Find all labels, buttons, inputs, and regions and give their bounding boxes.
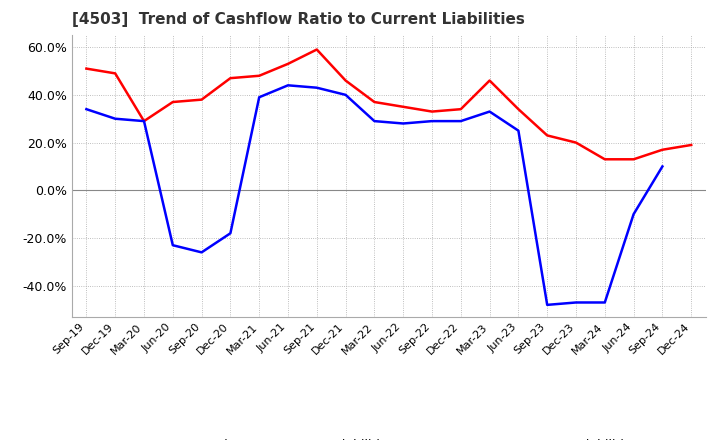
- Operating CF to Current Liabilities: [197, 97, 206, 102]
- Free CF to Current Liabilities: [82, 106, 91, 112]
- Free CF to Current Liabilities: [197, 250, 206, 255]
- Operating CF to Current Liabilities: [543, 133, 552, 138]
- Line: Free CF to Current Liabilities: Free CF to Current Liabilities: [86, 85, 662, 305]
- Legend: Operating CF to Current Liabilities, Free CF to Current Liabilities: Operating CF to Current Liabilities, Fre…: [135, 434, 643, 440]
- Free CF to Current Liabilities: [399, 121, 408, 126]
- Free CF to Current Liabilities: [111, 116, 120, 121]
- Operating CF to Current Liabilities: [140, 118, 148, 124]
- Free CF to Current Liabilities: [572, 300, 580, 305]
- Free CF to Current Liabilities: [428, 118, 436, 124]
- Free CF to Current Liabilities: [629, 212, 638, 217]
- Free CF to Current Liabilities: [600, 300, 609, 305]
- Operating CF to Current Liabilities: [456, 106, 465, 112]
- Operating CF to Current Liabilities: [485, 78, 494, 83]
- Operating CF to Current Liabilities: [399, 104, 408, 110]
- Free CF to Current Liabilities: [168, 242, 177, 248]
- Operating CF to Current Liabilities: [428, 109, 436, 114]
- Free CF to Current Liabilities: [284, 83, 292, 88]
- Operating CF to Current Liabilities: [82, 66, 91, 71]
- Operating CF to Current Liabilities: [629, 157, 638, 162]
- Operating CF to Current Liabilities: [284, 61, 292, 66]
- Free CF to Current Liabilities: [543, 302, 552, 308]
- Operating CF to Current Liabilities: [600, 157, 609, 162]
- Free CF to Current Liabilities: [312, 85, 321, 90]
- Line: Operating CF to Current Liabilities: Operating CF to Current Liabilities: [86, 50, 691, 159]
- Operating CF to Current Liabilities: [255, 73, 264, 78]
- Free CF to Current Liabilities: [370, 118, 379, 124]
- Free CF to Current Liabilities: [140, 118, 148, 124]
- Free CF to Current Liabilities: [456, 118, 465, 124]
- Operating CF to Current Liabilities: [514, 106, 523, 112]
- Operating CF to Current Liabilities: [168, 99, 177, 105]
- Operating CF to Current Liabilities: [658, 147, 667, 152]
- Operating CF to Current Liabilities: [312, 47, 321, 52]
- Operating CF to Current Liabilities: [370, 99, 379, 105]
- Operating CF to Current Liabilities: [341, 78, 350, 83]
- Free CF to Current Liabilities: [226, 231, 235, 236]
- Free CF to Current Liabilities: [658, 164, 667, 169]
- Free CF to Current Liabilities: [514, 128, 523, 133]
- Free CF to Current Liabilities: [485, 109, 494, 114]
- Operating CF to Current Liabilities: [226, 76, 235, 81]
- Free CF to Current Liabilities: [255, 95, 264, 100]
- Text: [4503]  Trend of Cashflow Ratio to Current Liabilities: [4503] Trend of Cashflow Ratio to Curren…: [72, 12, 525, 27]
- Free CF to Current Liabilities: [341, 92, 350, 98]
- Operating CF to Current Liabilities: [572, 140, 580, 145]
- Operating CF to Current Liabilities: [111, 71, 120, 76]
- Operating CF to Current Liabilities: [687, 142, 696, 147]
